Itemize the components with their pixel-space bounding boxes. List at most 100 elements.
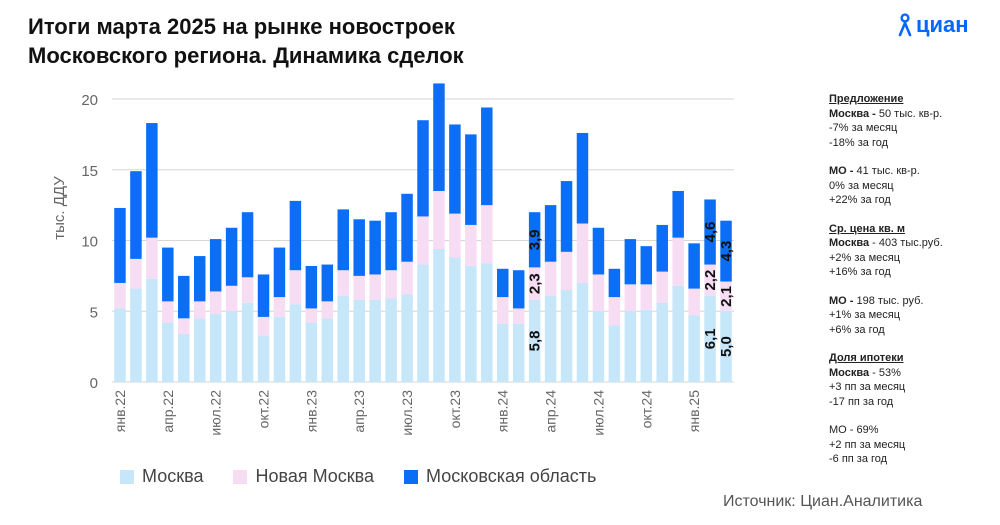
bar-segment-1-1: [130, 258, 142, 289]
bar-segment-2-24: [497, 268, 509, 298]
x-tick-label: янв.22: [112, 390, 128, 432]
bar-segment-1-33: [640, 284, 653, 310]
data-label: 3,9: [527, 229, 544, 250]
bar-segment-0-13: [321, 318, 334, 382]
bar-segment-2-28: [560, 181, 573, 252]
offer-moscow-year: -18% за год: [829, 136, 889, 149]
bar-segment-0-0: [114, 308, 126, 382]
bar-segment-2-35: [672, 190, 684, 238]
mortgage-mo-month: +2 пп за месяц: [829, 438, 906, 451]
offer-moscow-month: -7% за месяц: [829, 122, 898, 134]
mortgage-moscow-value: - 53%: [869, 366, 901, 379]
bar-segment-1-35: [672, 237, 684, 286]
bar-segment-0-3: [162, 322, 174, 382]
legend-label-mo: Московская область: [426, 466, 597, 486]
bar-segment-1-14: [337, 270, 349, 296]
bar-segment-2-10: [273, 247, 286, 298]
bar-segment-0-28: [560, 290, 573, 382]
offer-mo-block: МО - 41 тыс. кв-р. 0% за месяц +22% за г…: [829, 164, 994, 208]
bar-segment-0-14: [337, 295, 349, 382]
bar-segment-0-8: [241, 302, 254, 382]
bar-segment-2-34: [656, 224, 668, 272]
x-tick-label: июл.23: [399, 390, 415, 436]
bar-segment-2-5: [193, 256, 206, 302]
bar-segment-1-30: [592, 274, 605, 312]
x-axis-ticks: янв.22 апр.22 июл.22 окт.22 янв.23 апр.23 июл.…: [112, 390, 702, 436]
y-axis-ticks: 0 5 10 15 20: [81, 92, 98, 392]
bar-segment-0-1: [130, 288, 142, 382]
legend-item-mo: Московская область: [404, 466, 596, 487]
bar-segment-1-16: [369, 274, 381, 300]
bar-segment-1-4: [178, 318, 190, 334]
bar-segment-1-19: [417, 216, 429, 265]
bar-segment-1-20: [433, 190, 445, 249]
offer-mo-year: +22% за год: [829, 194, 891, 206]
bar-segment-1-8: [241, 277, 254, 303]
mortgage-mo-block: МО - 69% +2 пп за месяц -6 пп за год: [829, 423, 994, 467]
price-block: Ср. цена кв. м Москва - 403 тыс.руб. +2%…: [829, 222, 994, 280]
bar-segment-0-26: [528, 299, 541, 382]
mortgage-moscow-month: +3 пп за месяц: [829, 381, 906, 393]
bar-segment-2-3: [162, 247, 174, 302]
bar-segment-1-34: [656, 271, 668, 303]
bar-segment-0-4: [178, 333, 190, 382]
bar-segment-2-27: [544, 205, 557, 262]
bar-segment-0-18: [401, 294, 413, 382]
bar-segment-0-33: [640, 309, 653, 382]
bar-segment-1-17: [385, 270, 397, 299]
bar-segment-1-7: [225, 285, 238, 312]
data-label: 5,8: [527, 331, 544, 352]
bar-segment-1-23: [481, 205, 493, 264]
bar-segment-2-4: [178, 275, 190, 319]
bar-segment-0-21: [449, 257, 461, 382]
bar-segment-1-3: [162, 301, 174, 323]
offer-heading: Предложение: [829, 93, 904, 105]
data-label: 2,1: [718, 286, 735, 307]
title-line-2: Московского региона. Динамика сделок: [28, 43, 464, 68]
bar-segment-2-20: [433, 83, 445, 191]
offer-mo-value: 41 тыс. кв-р.: [853, 165, 920, 177]
price-moscow-month: +2% за месяц: [829, 251, 901, 264]
bar-segment-2-30: [592, 227, 605, 275]
offer-mo-month: 0% за месяц: [829, 179, 894, 192]
bar-segment-1-18: [401, 261, 413, 295]
bar-segment-2-1: [130, 171, 142, 259]
offer-block: Предложение Москва - 50 тыс. кв-р. -7% з…: [829, 92, 994, 150]
data-labels: 5,8 2,3 3,9 6,1 2,2 4,6 5,0 2,1 4,3: [527, 222, 735, 357]
bar-segment-2-26: [528, 212, 541, 268]
mortgage-moscow-year: -17 пп за год: [829, 395, 894, 408]
bar-segment-1-13: [321, 301, 334, 319]
bar-segment-1-9: [257, 316, 270, 336]
bar-segment-2-32: [624, 239, 637, 285]
legend-swatch-mo: [404, 469, 419, 484]
price-mo-label: МО -: [829, 294, 854, 307]
price-mo-month: +1% за месяц: [829, 309, 901, 321]
bar-segment-0-12: [305, 322, 318, 382]
source-note: Источник: Циан.Аналитика: [723, 493, 923, 510]
data-label: 4,6: [702, 222, 719, 243]
bar-segment-0-9: [257, 335, 270, 382]
chart-title: Итоги марта 2025 на рынке новостроек Мос…: [28, 12, 668, 70]
bar-segment-1-36: [688, 288, 700, 316]
bar-segment-2-37: [704, 199, 716, 265]
bar-segment-2-33: [640, 246, 653, 285]
bar-segment-0-15: [353, 299, 365, 382]
bar-segment-0-36: [688, 315, 700, 382]
bar-segment-0-32: [624, 311, 637, 382]
price-mo-year: +6% за год: [829, 323, 885, 336]
price-mo-block: МО - 198 тыс. руб. +1% за месяц +6% за г…: [829, 294, 994, 338]
y-tick-label: 10: [81, 234, 98, 251]
bar-segment-0-35: [672, 285, 684, 382]
title-line-1: Итоги марта 2025 на рынке новостроек: [28, 14, 455, 39]
x-tick-label: июл.24: [590, 390, 606, 436]
mortgage-mo-value: МО - 69%: [829, 424, 879, 436]
bar-segment-1-27: [544, 261, 557, 296]
y-tick-label: 0: [90, 375, 98, 392]
bar-segment-0-34: [656, 302, 668, 382]
x-tick-label: янв.25: [686, 390, 702, 432]
price-heading: Ср. цена кв. м: [829, 222, 905, 235]
x-tick-label: июл.22: [208, 390, 224, 436]
bar-segment-0-27: [544, 295, 557, 382]
x-tick-label: янв.24: [495, 390, 511, 432]
